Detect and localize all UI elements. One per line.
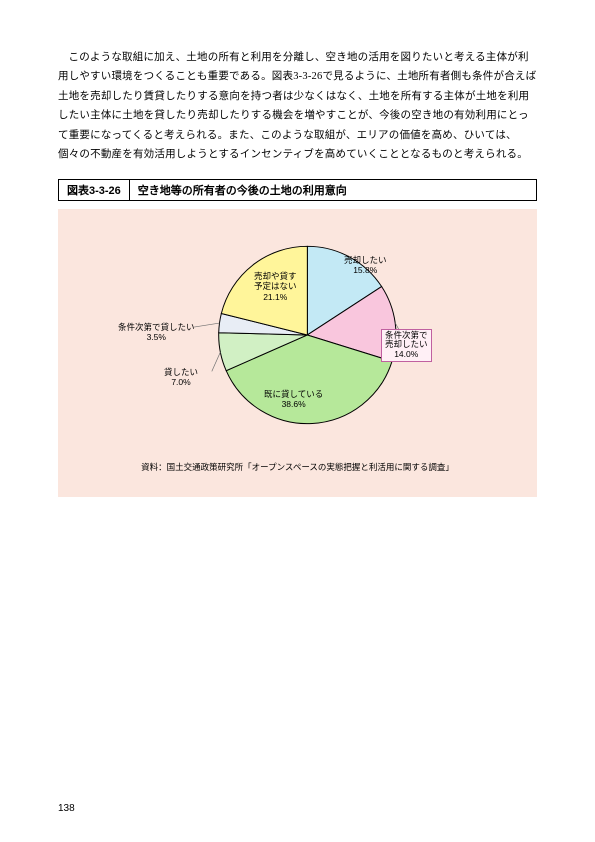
pie-slice-label: 条件次第で売却したい14.0%: [381, 329, 432, 362]
pie-slice-label: 売却や貸す予定はない21.1%: [254, 271, 297, 303]
pie-slice-label: 既に貸している38.6%: [264, 389, 323, 410]
pie-chart: 売却したい15.8% 条件次第で売却したい14.0% 既に貸している38.6% 貸した…: [66, 217, 529, 449]
body-paragraph: このような取組に加え、土地の所有と利用を分離し、空き地の活用を図りたいと考える主…: [58, 48, 537, 165]
chart-source: 資料：国土交通政策研究所「オープンスペースの実態把握と利活用に関する調査」: [66, 461, 529, 473]
pie-slice-label: 条件次第で貸したい3.5%: [118, 322, 195, 343]
pie-slice-label: 売却したい15.8%: [344, 255, 387, 276]
page-number: 138: [58, 803, 75, 814]
figure-label: 図表3-3-26: [59, 180, 130, 200]
figure-title: 空き地等の所有者の今後の土地の利用意向: [130, 180, 536, 200]
pie-chart-container: 売却したい15.8% 条件次第で売却したい14.0% 既に貸している38.6% 貸した…: [58, 209, 537, 497]
pie-slice-label: 貸したい7.0%: [164, 367, 198, 388]
figure-header: 図表3-3-26 空き地等の所有者の今後の土地の利用意向: [58, 179, 537, 201]
